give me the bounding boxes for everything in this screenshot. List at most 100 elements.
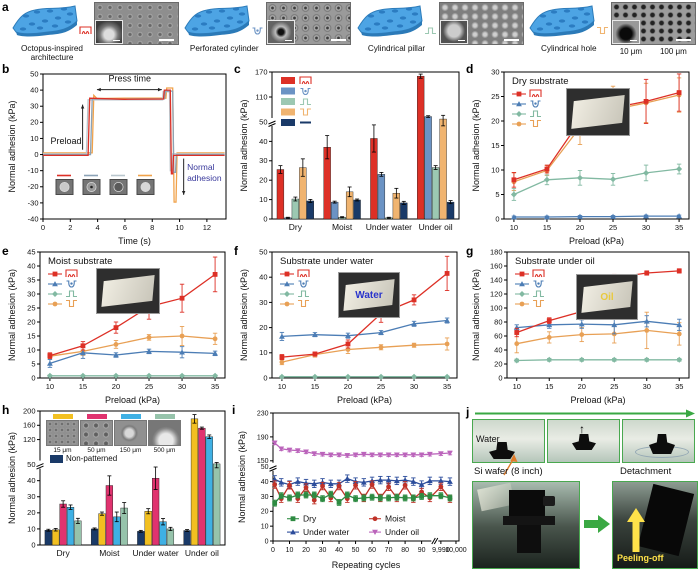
arrow-right-icon [584,515,610,533]
under-oil-photo: Oil [576,274,638,320]
octopus-icon [65,269,78,278]
chart-adhesion-by-condition: 0 10 20 30 40 50 110 170 Dry Moist Under water Unde… [239,67,460,232]
panel-d-dry-substrate: 10 15 20 25 30 35 0 5 10 15 20 25 30 Preload (kPa) Nor… [470,66,700,247]
sem-scalebar [675,39,691,41]
pdms-patch-schematic [184,5,250,37]
profile-icon-slot [424,27,436,35]
series-perforated-cylinder [47,346,218,368]
series [271,440,453,507]
fixture-knob [543,496,555,506]
legend: Dry substrate [512,76,569,128]
svg-text:5: 5 [31,359,35,368]
peeling-arrow-icon [627,508,645,552]
oil-label: Oil [600,291,614,303]
svg-text:0: 0 [495,214,499,223]
panel-g-under-oil: 10 15 20 25 30 35 0 20 40 60 80 100 120 140 160 180 Prel… [470,247,700,406]
svg-text:Normal adhesion (kPa): Normal adhesion (kPa) [239,99,249,191]
moist-substrate-photo [96,268,160,314]
svg-text:0: 0 [271,547,275,554]
svg-text:50: 50 [261,464,269,471]
svg-text:10: 10 [175,223,183,232]
pdms-patch-schematic [529,5,595,37]
hole-icon [596,26,608,35]
profile-icon-slot [252,27,263,35]
pillar-icon [530,110,541,118]
series-perforated-cylinder [513,315,683,335]
architecture-schematic: Octopus-inspired architecture [10,2,94,64]
series-cylindrical-pillar [510,163,683,201]
octopus-icon [297,269,310,278]
si-wafer-label: Si wafer (8 inch) [474,466,543,477]
svg-text:10: 10 [513,382,521,391]
svg-text:15: 15 [311,382,319,391]
svg-text:40: 40 [30,86,38,95]
axes: 10 15 20 25 30 35 0 20 40 60 80 100 120 140 160 180 [490,247,690,391]
svg-text:30: 30 [259,298,267,307]
scale-10um: 10 μm [619,47,643,56]
svg-text:6: 6 [123,223,127,232]
svg-text:40: 40 [27,476,35,485]
sem-inset [439,20,468,44]
svg-text:Moist: Moist [385,514,406,524]
legend: Moist substrate [48,256,112,308]
non-patterned-legend: Non-patterned [50,454,117,463]
legend: Substrate under water [280,256,373,308]
svg-text:2: 2 [68,223,72,232]
peeling-off-label: Peeling-off [617,553,664,563]
color-tab [154,414,175,419]
scale-labels: 10 μm 100 μm [611,47,696,56]
sem-scalebar [503,39,519,41]
svg-text:Normal adhesion (kPa): Normal adhesion (kPa) [471,99,481,191]
octopus-icon [79,26,92,35]
svg-text:Dry: Dry [57,548,71,558]
series-cylindrical-pillar [43,91,225,172]
legend: Dry Moist Under water Under oil [287,514,419,537]
series-octopus-inspired [43,89,225,175]
svg-text:Substrate under oil: Substrate under oil [515,256,595,267]
svg-text:35: 35 [211,382,219,391]
pillar-icon [533,290,544,298]
svg-text:0: 0 [498,373,502,382]
svg-text:30: 30 [410,382,418,391]
svg-text:-40: -40 [28,214,39,223]
architecture-item-hole: Cylindrical hole 10 μm 100 μm [527,2,698,64]
svg-text:0: 0 [263,373,267,382]
axes: 10 15 20 25 30 35 0 5 10 15 20 25 30 35 40 45 [27,247,226,391]
panel-label-g: g [466,244,474,258]
svg-text:10: 10 [27,345,35,354]
svg-text:Normal adhesion (kPa): Normal adhesion (kPa) [237,431,247,523]
svg-text:20: 20 [302,547,310,554]
svg-text:80: 80 [401,547,409,554]
svg-text:20: 20 [344,382,352,391]
svg-text:25: 25 [491,92,499,101]
svg-text:20: 20 [491,116,499,125]
size-label: 50 μm [87,447,106,454]
panel-label-j: j [466,405,470,419]
legend: Substrate under oil [515,256,595,308]
profile-icon-slot [79,26,92,35]
svg-text:10: 10 [259,195,267,204]
architecture-schematic: Perforated cylinder [182,2,266,64]
photo-attach: Water [472,419,545,463]
hole-icon [298,299,309,308]
svg-text:10: 10 [30,134,38,143]
panel-label-b: b [2,62,10,76]
svg-text:20: 20 [259,176,267,185]
lift-arrow-icon: ↑ [579,422,585,436]
series-under-oil [271,440,453,459]
series-perforated-cylinder [279,317,450,341]
svg-text:35: 35 [443,382,451,391]
size-inset-15μm: 15 μm [46,414,79,454]
svg-text:10: 10 [510,223,518,232]
svg-text:Moist substrate: Moist substrate [48,256,112,267]
inset-scalebar [285,39,293,41]
svg-text:Preload (kPa): Preload (kPa) [337,395,392,405]
architecture-label: Octopus-inspired architecture [21,44,83,63]
svg-text:40: 40 [27,261,35,270]
chart-moist-substrate: 10 15 20 25 30 35 0 5 10 15 20 25 30 35 40 45 Preload (k… [7,247,226,405]
sample-patch [571,95,625,129]
svg-text:80: 80 [494,317,502,326]
panel-f-under-water: 10 15 20 25 30 35 0 10 20 30 40 50 Preload (kPa) Norm… [238,247,468,406]
